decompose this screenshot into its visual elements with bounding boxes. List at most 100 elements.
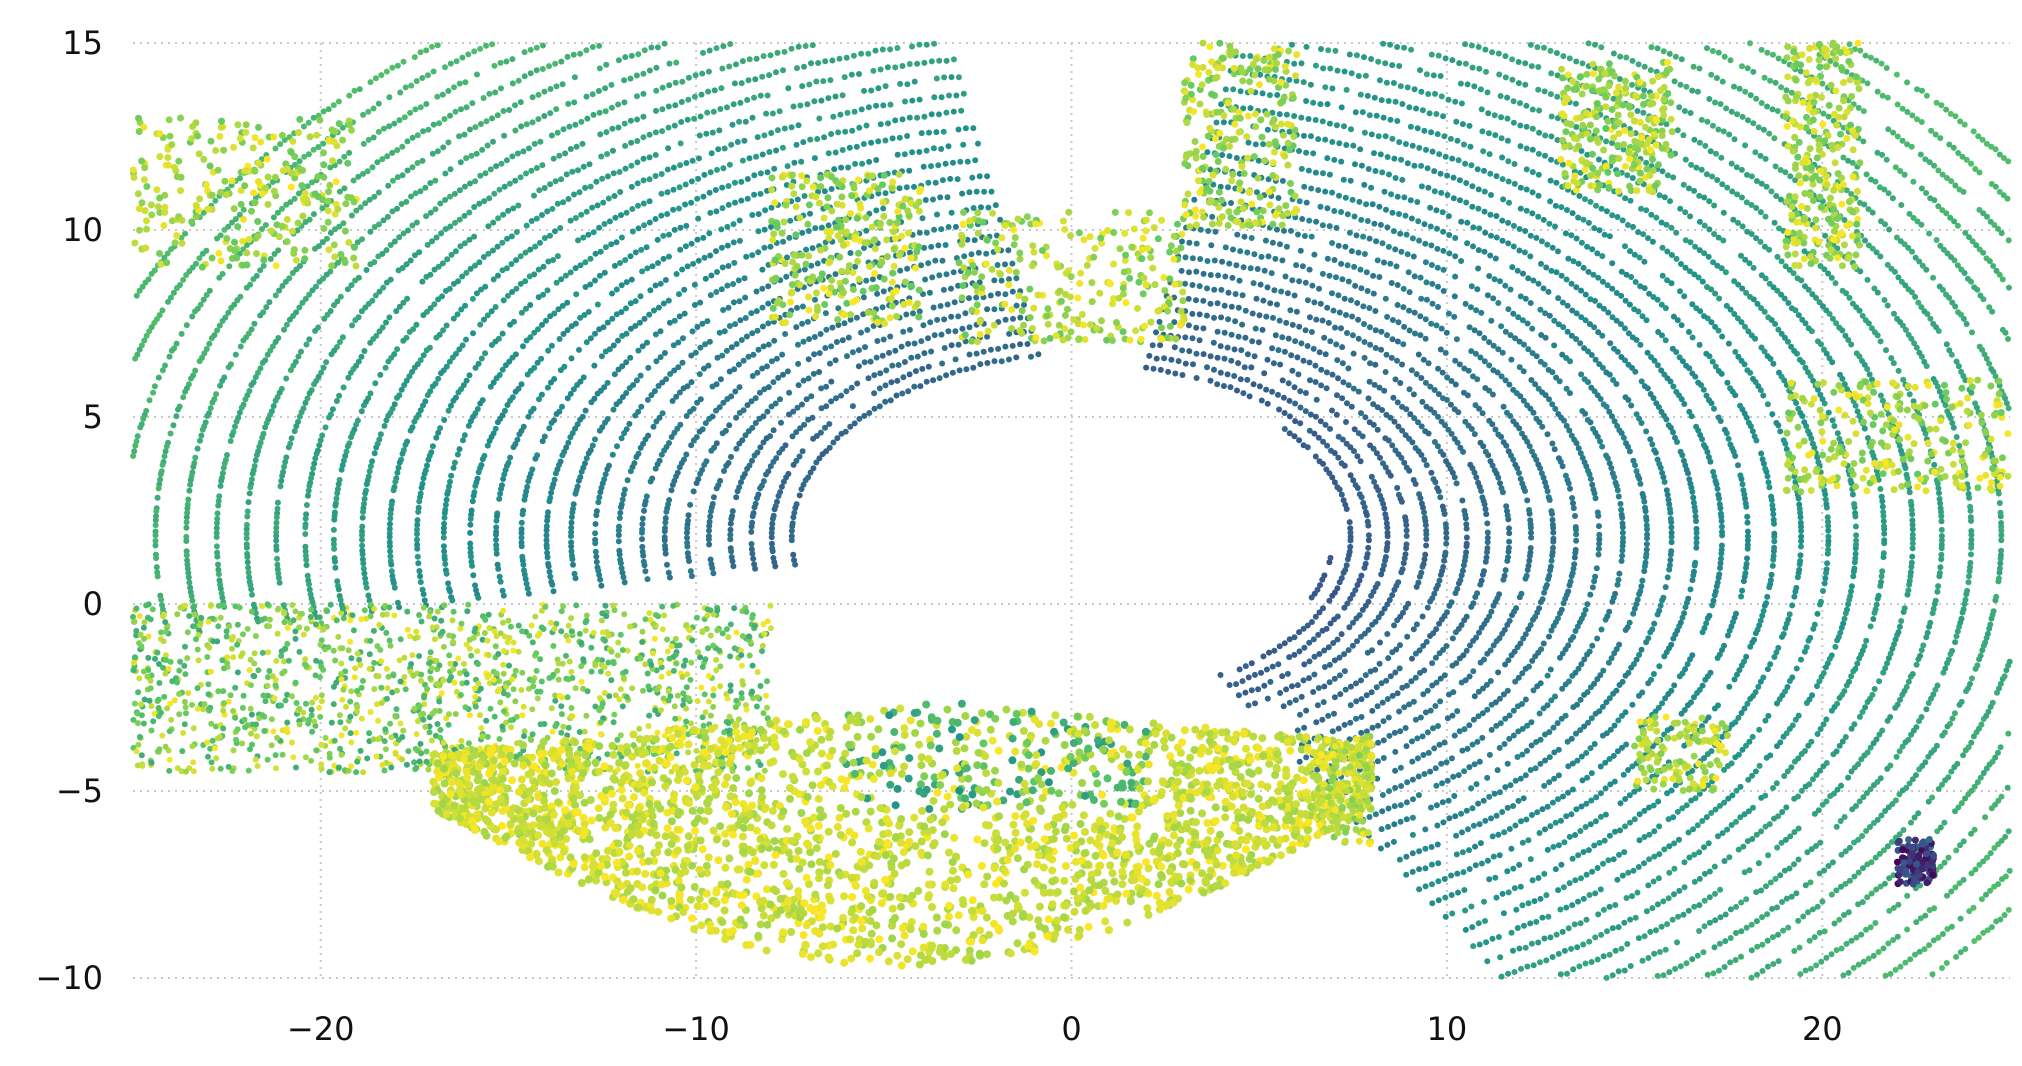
lidar-point <box>1412 330 1418 337</box>
lidar-point <box>790 408 797 415</box>
lidar-point <box>579 140 586 147</box>
lidar-point <box>823 326 830 333</box>
lidar-point <box>413 78 420 85</box>
lidar-point <box>720 307 727 313</box>
lidar-point <box>616 169 623 175</box>
lidar-point <box>1268 270 1275 277</box>
lidar-point <box>1293 308 1300 315</box>
lidar-point <box>1578 371 1585 378</box>
lidar-point <box>449 597 456 604</box>
lidar-point <box>371 224 378 230</box>
lidar-point <box>746 155 753 162</box>
lidar-point <box>466 372 473 379</box>
lidar-point <box>1375 722 1381 729</box>
lidar-point <box>192 308 198 315</box>
lidar-point <box>1450 773 1457 780</box>
lidar-point <box>439 91 446 98</box>
lidar-point <box>1383 411 1390 418</box>
lidar-point <box>564 395 571 402</box>
lidar-point <box>1384 313 1391 320</box>
lidar-point <box>1193 268 1200 275</box>
lidar-point <box>1422 259 1429 266</box>
lidar-point <box>217 483 224 489</box>
lidar-point <box>348 434 354 441</box>
lidar-point <box>1295 231 1301 238</box>
lidar-point <box>1436 741 1443 748</box>
lidar-point <box>898 343 905 350</box>
lidar-point <box>1452 253 1459 260</box>
lidar-point <box>791 159 798 166</box>
lidar-point <box>305 119 312 126</box>
lidar-point <box>897 267 904 274</box>
lidar-point <box>492 89 499 96</box>
lidar-point <box>263 304 270 311</box>
lidar-point <box>493 517 500 524</box>
lidar-point <box>1613 687 1620 694</box>
lidar-point <box>1380 755 1387 761</box>
lidar-point <box>1488 317 1495 324</box>
lidar-point <box>646 67 653 74</box>
lidar-point <box>1529 448 1535 455</box>
lidar-point <box>1443 329 1450 336</box>
lidar-point <box>1292 338 1299 345</box>
lidar-point <box>658 171 665 177</box>
lidar-point <box>684 534 690 541</box>
lidar-point <box>1527 253 1534 260</box>
lidar-point <box>835 322 842 328</box>
lidar-point <box>225 364 232 371</box>
lidar-point <box>788 124 795 131</box>
lidar-point <box>610 342 617 349</box>
lidar-point <box>501 132 508 139</box>
lidar-point <box>1589 481 1596 488</box>
lidar-point <box>538 355 545 362</box>
lidar-point <box>541 433 548 440</box>
lidar-point <box>1239 292 1246 299</box>
lidar-point <box>373 444 380 451</box>
lidar-point <box>386 534 393 540</box>
lidar-point <box>1399 403 1406 410</box>
lidar-point <box>1592 573 1599 580</box>
lidar-point <box>1497 720 1504 727</box>
lidar-point <box>1373 684 1380 691</box>
lidar-point <box>593 512 600 519</box>
lidar-point <box>816 115 823 122</box>
lidar-point <box>589 442 596 449</box>
lidar-point <box>1373 238 1380 245</box>
lidar-point <box>1673 388 1680 395</box>
lidar-point <box>495 565 502 572</box>
lidar-point <box>1466 847 1472 854</box>
lidar-point <box>1520 270 1526 277</box>
lidar-point <box>1276 406 1283 413</box>
lidar-point <box>445 580 452 587</box>
lidar-point <box>573 143 580 150</box>
lidar-point <box>973 350 980 357</box>
lidar-point <box>1502 282 1509 289</box>
lidar-point <box>570 51 577 58</box>
lidar-point <box>1422 335 1429 342</box>
lidar-point <box>592 330 598 337</box>
lidar-point <box>306 581 312 588</box>
lidar-point <box>497 59 504 66</box>
lidar-point <box>477 400 484 407</box>
lidar-point <box>331 302 337 309</box>
lidar-point <box>694 324 701 330</box>
lidar-point <box>839 147 846 153</box>
lidar-point <box>1301 233 1308 239</box>
lidar-point <box>660 255 667 262</box>
lidar-point <box>1470 822 1477 829</box>
lidar-point <box>822 58 829 65</box>
lidar-point <box>707 508 714 515</box>
lidar-point <box>666 253 672 260</box>
lidar-point <box>505 207 512 214</box>
lidar-point <box>942 160 949 167</box>
lidar-point <box>892 347 899 354</box>
lidar-point <box>331 516 338 523</box>
lidar-point <box>1544 803 1551 810</box>
lidar-point <box>1330 307 1337 314</box>
lidar-point <box>615 532 622 539</box>
lidar-point <box>1528 812 1535 818</box>
lidar-point <box>547 86 554 92</box>
lidar-point <box>1428 844 1435 850</box>
lidar-point <box>1346 229 1353 236</box>
lidar-point <box>1389 209 1396 216</box>
